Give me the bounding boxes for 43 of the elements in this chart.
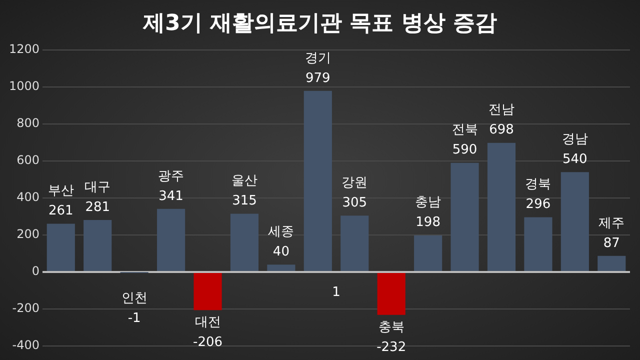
data-label: 198 [416,215,440,230]
y-tick-label: 1000 [8,79,40,94]
data-label: 315 [232,194,257,209]
x-tick-label: 전북 [452,122,478,138]
y-tick-label: -200 [12,301,40,316]
y-tick-label: 200 [16,227,40,242]
x-tick-label: 강원 [342,175,368,190]
x-tick-label: 전남 [488,102,514,118]
x-tick-label: 인천 [121,290,148,306]
data-label: 590 [452,142,478,158]
data-label: -232 [376,340,406,355]
data-label: 296 [526,197,551,212]
y-tick-label: -400 [12,338,40,352]
x-tick-label: 충북 [378,320,404,335]
x-tick-label: 울산 [231,174,258,189]
data-label: 40 [272,244,290,260]
data-label: 979 [305,70,330,86]
x-tick-label: 충남 [415,195,442,210]
x-tick-label: 제주 [598,216,625,231]
y-tick-label: 400 [16,190,40,204]
y-tick-label: 600 [16,153,40,168]
annotation: 1 [332,284,340,300]
x-tick-label: 부산 [48,184,74,199]
x-tick-label: 대전 [194,314,221,330]
data-label: 87 [603,236,620,251]
y-tick-label: 1200 [8,42,40,56]
data-label: 261 [48,204,74,219]
data-label: 698 [489,122,514,138]
x-tick-label: 광주 [158,168,184,184]
x-tick-label: 경북 [525,177,552,192]
chart-title: 제3기 재활의료기관 목표 병상 증감 [142,10,498,38]
y-tick-label: 0 [32,264,40,278]
data-label: 305 [342,195,368,210]
data-label: -1 [128,310,141,326]
data-label: 341 [158,188,184,204]
x-tick-label: 경남 [562,132,588,147]
x-tick-label: 경기 [304,50,331,66]
data-label: 540 [562,152,588,167]
data-label: -206 [193,334,223,350]
x-tick-label: 대구 [84,180,111,195]
x-tick-label: 세종 [268,224,294,240]
data-label: 281 [85,200,110,215]
y-tick-label: 800 [16,116,40,130]
